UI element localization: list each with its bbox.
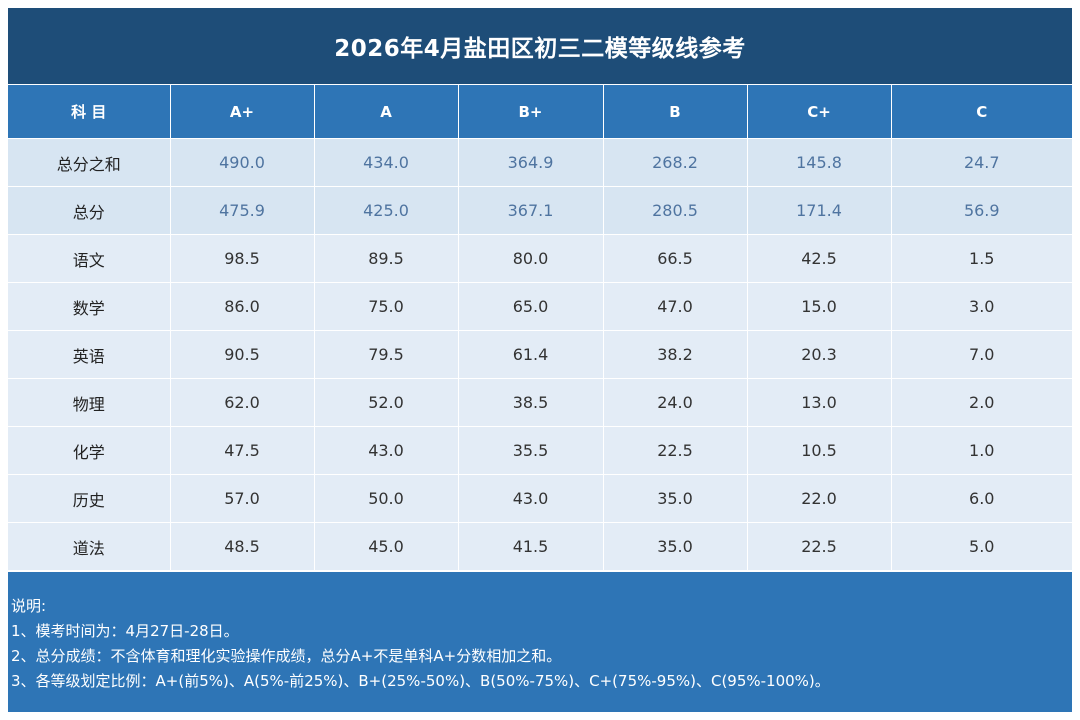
table-row: 化学 47.5 43.0 35.5 22.5 10.5 1.0: [8, 426, 1072, 475]
table-cell: 43.0: [458, 474, 604, 523]
table-cell: 22.5: [603, 426, 748, 475]
table-cell: 6.0: [891, 474, 1072, 523]
table-cell: 38.2: [603, 330, 748, 379]
table-row: 历史 57.0 50.0 43.0 35.0 22.0 6.0: [8, 474, 1072, 523]
table-cell: 66.5: [603, 234, 748, 283]
table-cell: 80.0: [458, 234, 604, 283]
table-cell: 24.0: [603, 378, 748, 427]
table-cell: 364.9: [458, 138, 604, 187]
title-bar: 2026年4月盐田区初三二模等级线参考: [8, 8, 1072, 84]
table-cell: 75.0: [314, 282, 459, 331]
table-cell: 42.5: [747, 234, 892, 283]
grade-line-sheet: 2026年4月盐田区初三二模等级线参考 科 目 A+ A B+ B C+ C 总…: [8, 8, 1072, 712]
row-label: 数学: [8, 282, 171, 331]
table-cell: 15.0: [747, 282, 892, 331]
table-row: 总分 475.9 425.0 367.1 280.5 171.4 56.9: [8, 186, 1072, 235]
row-label: 道法: [8, 522, 171, 571]
table-cell: 7.0: [891, 330, 1072, 379]
notes-panel: 说明: 1、模考时间为：4月27日-28日。 2、总分成绩：不含体育和理化实验操…: [8, 572, 1072, 712]
table-row: 总分之和 490.0 434.0 364.9 268.2 145.8 24.7: [8, 138, 1072, 187]
grade-table: 科 目 A+ A B+ B C+ C 总分之和 490.0 434.0 364.…: [8, 85, 1072, 571]
header-b-plus: B+: [458, 85, 604, 139]
table-cell: 86.0: [170, 282, 315, 331]
table-cell: 35.0: [603, 522, 748, 571]
table-row: 语文 98.5 89.5 80.0 66.5 42.5 1.5: [8, 234, 1072, 283]
table-cell: 1.0: [891, 426, 1072, 475]
table-row: 物理 62.0 52.0 38.5 24.0 13.0 2.0: [8, 378, 1072, 427]
table-cell: 13.0: [747, 378, 892, 427]
table-cell: 47.5: [170, 426, 315, 475]
header-c: C: [891, 85, 1072, 139]
table-row: 英语 90.5 79.5 61.4 38.2 20.3 7.0: [8, 330, 1072, 379]
table-cell: 24.7: [891, 138, 1072, 187]
row-label: 语文: [8, 234, 171, 283]
table-cell: 62.0: [170, 378, 315, 427]
table-cell: 1.5: [891, 234, 1072, 283]
table-cell: 425.0: [314, 186, 459, 235]
table-cell: 50.0: [314, 474, 459, 523]
row-label: 化学: [8, 426, 171, 475]
table-cell: 41.5: [458, 522, 604, 571]
header-c-plus: C+: [747, 85, 892, 139]
table-cell: 35.5: [458, 426, 604, 475]
page-title: 2026年4月盐田区初三二模等级线参考: [334, 36, 746, 62]
row-label: 物理: [8, 378, 171, 427]
table-cell: 5.0: [891, 522, 1072, 571]
header-row: 科 目 A+ A B+ B C+ C: [8, 85, 1072, 139]
row-label: 总分之和: [8, 138, 171, 187]
table-cell: 2.0: [891, 378, 1072, 427]
table-cell: 90.5: [170, 330, 315, 379]
row-label: 总分: [8, 186, 171, 235]
table-cell: 56.9: [891, 186, 1072, 235]
table-cell: 268.2: [603, 138, 748, 187]
table-cell: 79.5: [314, 330, 459, 379]
table-cell: 38.5: [458, 378, 604, 427]
table-cell: 57.0: [170, 474, 315, 523]
table-cell: 65.0: [458, 282, 604, 331]
notes-heading: 说明:: [11, 597, 47, 615]
notes-line: 2、总分成绩：不含体育和理化实验操作成绩，总分A+不是单科A+分数相加之和。: [11, 647, 562, 665]
table-cell: 52.0: [314, 378, 459, 427]
header-subject: 科 目: [8, 85, 171, 139]
table-cell: 22.0: [747, 474, 892, 523]
table-row: 数学 86.0 75.0 65.0 47.0 15.0 3.0: [8, 282, 1072, 331]
table-cell: 171.4: [747, 186, 892, 235]
table-cell: 47.0: [603, 282, 748, 331]
table-cell: 367.1: [458, 186, 604, 235]
notes-line: 1、模考时间为：4月27日-28日。: [11, 622, 239, 640]
table-cell: 35.0: [603, 474, 748, 523]
header-a: A: [314, 85, 459, 139]
table-cell: 61.4: [458, 330, 604, 379]
table-cell: 490.0: [170, 138, 315, 187]
table-cell: 45.0: [314, 522, 459, 571]
table-cell: 48.5: [170, 522, 315, 571]
table-cell: 475.9: [170, 186, 315, 235]
notes-line: 3、各等级划定比例：A+(前5%)、A(5%-前25%)、B+(25%-50%)…: [11, 672, 830, 690]
table-cell: 98.5: [170, 234, 315, 283]
table-row: 道法 48.5 45.0 41.5 35.0 22.5 5.0: [8, 522, 1072, 571]
table-cell: 22.5: [747, 522, 892, 571]
table-cell: 43.0: [314, 426, 459, 475]
table-cell: 434.0: [314, 138, 459, 187]
table-cell: 10.5: [747, 426, 892, 475]
table-cell: 280.5: [603, 186, 748, 235]
table-cell: 145.8: [747, 138, 892, 187]
table-cell: 3.0: [891, 282, 1072, 331]
row-label: 历史: [8, 474, 171, 523]
header-b: B: [603, 85, 748, 139]
row-label: 英语: [8, 330, 171, 379]
header-a-plus: A+: [170, 85, 315, 139]
table-cell: 20.3: [747, 330, 892, 379]
table-cell: 89.5: [314, 234, 459, 283]
